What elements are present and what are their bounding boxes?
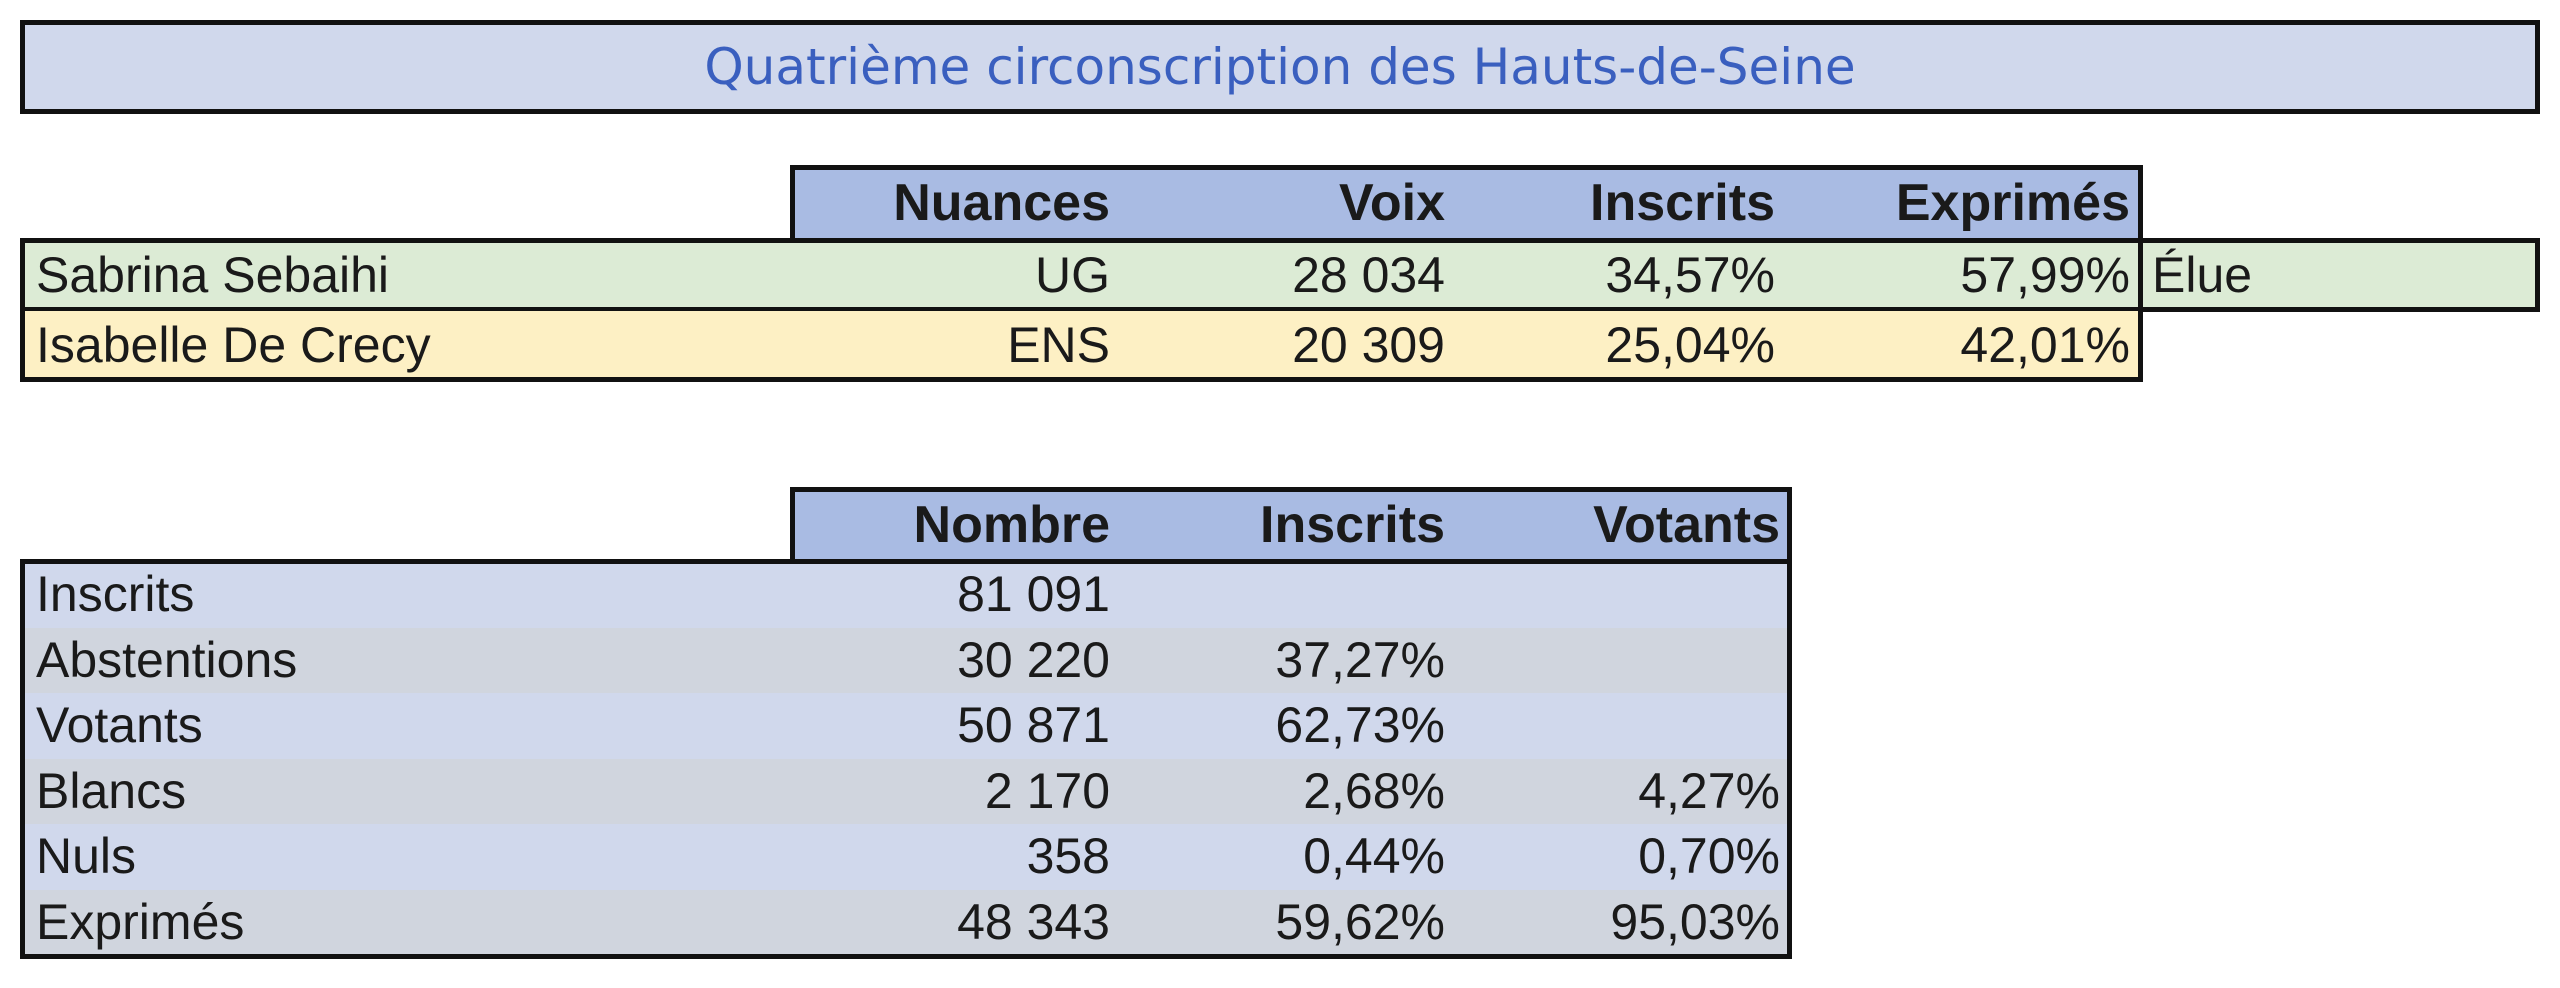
candidate-exprimes: 42,01% [1960,317,2130,373]
header-nuances: Nuances [790,167,1120,239]
elected-badge: Élue [2152,247,2253,303]
row-label: Inscrits [36,566,195,622]
row-label: Abstentions [36,631,298,688]
row-votants [1455,562,1790,628]
table-row [22,627,1790,693]
row-votants [1455,693,1790,759]
candidate-voix: 28 034 [1292,247,1445,303]
table-row [22,693,1790,759]
row-inscrits [1120,562,1455,628]
candidate-inscrits: 34,57% [1605,247,1775,303]
header-inscrits: Inscrits [1120,489,1455,561]
title-banner: Quatrième circonscription des Hauts-de-S… [20,20,2540,114]
row-votants [1455,628,1790,694]
header-exprimes: Exprimés [1785,167,2140,239]
row-votants: 4,27% [1638,762,1780,819]
row-nombre: 81 091 [957,566,1110,622]
row-votants: 95,03% [1610,893,1780,950]
row-inscrits: 2,68% [1303,762,1445,819]
row-nombre: 30 220 [957,631,1110,688]
candidate-voix: 20 309 [1292,317,1445,373]
header-voix: Voix [1120,167,1455,239]
header-nombre: Nombre [790,489,1120,561]
table-row [22,241,2538,309]
row-nombre: 50 871 [957,697,1110,753]
row-nombre: 2 170 [984,762,1110,819]
table-row [22,311,2140,379]
table-row [22,562,1790,628]
row-label: Nuls [36,828,137,884]
table-row [22,824,1790,890]
header-votants: Votants [1455,489,1790,561]
candidate-name: Isabelle De Crecy [36,317,431,373]
candidate-nuance: UG [1035,247,1110,303]
row-label: Votants [36,697,203,753]
row-label: Exprimés [36,893,245,950]
candidate-name: Sabrina Sebaihi [36,247,390,303]
candidate-nuance: ENS [1007,317,1110,373]
candidate-inscrits: 25,04% [1605,317,1775,373]
row-inscrits: 0,44% [1303,828,1445,884]
table-row [22,758,1790,824]
row-inscrits: 59,62% [1275,893,1445,950]
candidate-exprimes: 57,99% [1960,247,2130,303]
row-inscrits: 62,73% [1275,697,1445,753]
row-nombre: 48 343 [957,893,1110,950]
row-nombre: 358 [1026,828,1110,884]
row-label: Blancs [36,762,187,819]
table-row [22,889,1790,955]
header-inscrits: Inscrits [1455,167,1785,239]
row-inscrits: 37,27% [1275,631,1445,688]
row-votants: 0,70% [1638,828,1780,884]
page-title: Quatrième circonscription des Hauts-de-S… [704,38,1856,96]
